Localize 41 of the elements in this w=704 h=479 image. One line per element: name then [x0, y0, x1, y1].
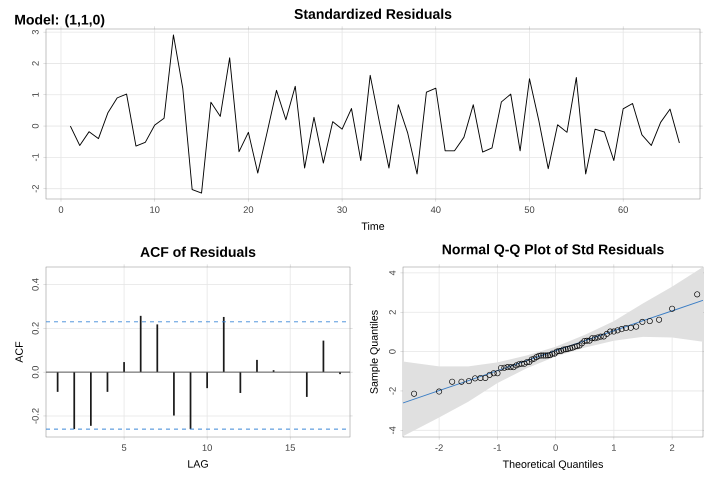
x-tick-label: 30	[337, 206, 347, 213]
line-series	[403, 300, 704, 404]
y-axis-title: ACF	[15, 342, 23, 363]
x-axis-title: LAG	[188, 460, 208, 468]
line-series	[70, 34, 680, 194]
x-tick-label: 20	[244, 206, 254, 213]
y-tick-label: 2	[389, 310, 396, 314]
y-axis-title: Sample Quantiles	[370, 310, 380, 394]
y-tick-label: 2	[32, 61, 39, 66]
x-tick-label: 15	[286, 444, 295, 451]
y-tick-label: 3	[32, 30, 39, 34]
y-tick-label: 4	[389, 270, 396, 276]
x-tick-label: 0	[58, 206, 64, 213]
x-tick-label: 2	[670, 444, 674, 451]
y-tick-label: 0.2	[32, 322, 39, 334]
x-axis-title: Time	[362, 222, 384, 230]
y-tick-label: -4	[389, 426, 396, 434]
chart-title: Normal Q-Q Plot of Std Residuals	[442, 244, 664, 257]
text: Model: (1,1,0)	[15, 14, 104, 28]
x-axis-title: Theoretical Quantiles	[502, 460, 603, 470]
y-tick-label: -0.2	[32, 408, 39, 424]
x-tick-label: 5	[122, 444, 126, 451]
y-tick-label: 1	[32, 92, 39, 97]
x-tick-label: -1	[494, 444, 502, 451]
x-tick-label: 10	[202, 444, 212, 451]
x-tick-label: 60	[618, 206, 628, 213]
y-tick-label: 0	[389, 349, 396, 354]
x-tick-label: 1	[612, 444, 616, 451]
chart-title: Standardized Residuals	[294, 8, 452, 19]
x-tick-label: -2	[435, 444, 443, 451]
chart-title: ACF of Residuals	[140, 246, 256, 257]
y-tick-label: -1	[32, 154, 39, 162]
x-tick-label: 50	[524, 206, 534, 213]
y-tick-label: 0.0	[32, 366, 39, 378]
y-tick-label: -2	[32, 184, 39, 192]
y-tick-label: -2	[389, 387, 396, 395]
x-tick-label: 0	[553, 444, 558, 451]
y-tick-label: 0.4	[32, 278, 39, 291]
x-tick-label: 10	[150, 206, 160, 213]
x-tick-label: 40	[430, 206, 441, 213]
y-tick-label: 0	[32, 124, 39, 128]
